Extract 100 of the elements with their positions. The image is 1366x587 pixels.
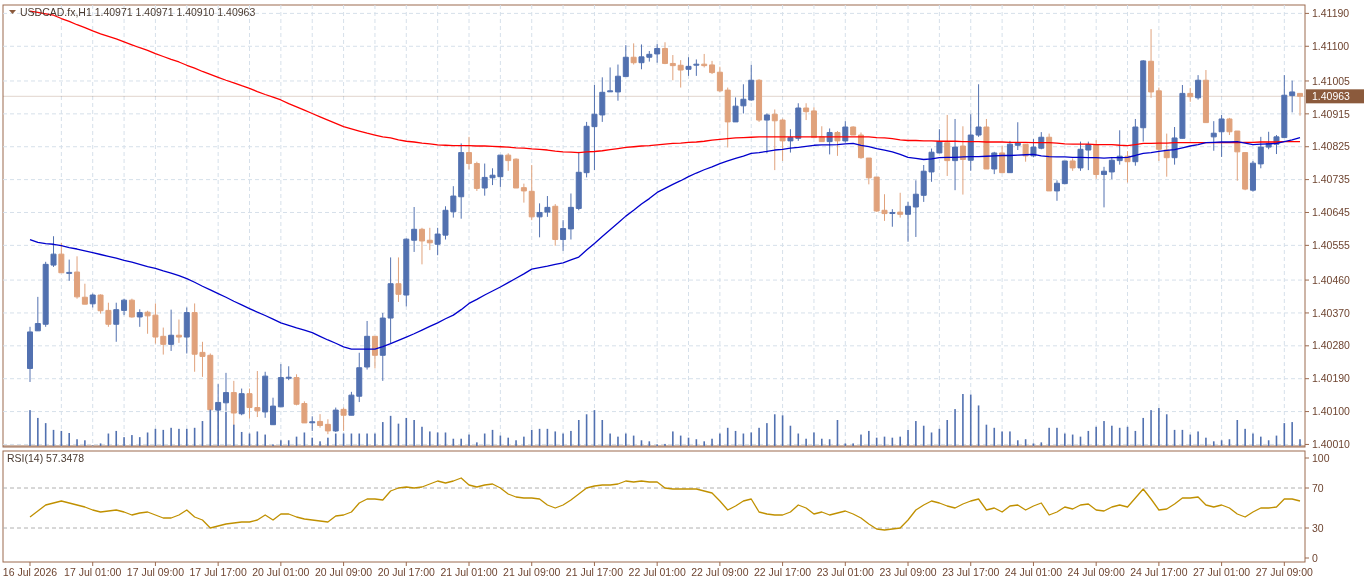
candlestick (1101, 166, 1108, 208)
candlestick (528, 164, 535, 221)
candlestick (513, 157, 520, 189)
candlestick (27, 326, 33, 383)
candlestick (614, 64, 621, 102)
y-tick-label: 1.40190 (1312, 372, 1351, 385)
candlestick (332, 407, 339, 433)
chart-title: RSI(14) 57.3478 (7, 452, 85, 464)
y-tick-label: 1.40370 (1312, 306, 1351, 319)
candlestick (128, 298, 135, 319)
candlestick (1210, 120, 1217, 152)
candlestick (309, 415, 316, 432)
x-tick-label: 21 Jul 01:00 (440, 566, 498, 578)
candlestick (285, 365, 292, 381)
candlestick (520, 183, 527, 204)
candlestick (1069, 157, 1076, 172)
candlestick (567, 192, 574, 241)
x-tick-label: 27 Jul 09:00 (1255, 566, 1314, 578)
candlestick (865, 157, 872, 185)
candlestick (238, 388, 245, 416)
candlestick (183, 306, 190, 354)
candlestick (709, 60, 716, 75)
candlestick (662, 41, 668, 65)
candlestick (1289, 80, 1296, 113)
candlestick (1006, 140, 1013, 174)
candlestick (732, 96, 739, 123)
x-tick-label: 22 Jul 09:00 (691, 566, 749, 578)
candlestick (1108, 156, 1115, 180)
x-tick-label: 23 Jul 17:00 (942, 566, 1000, 578)
candlestick (1148, 28, 1155, 99)
candlestick (983, 118, 990, 170)
candlestick (458, 142, 465, 220)
x-tick-label: 24 Jul 09:00 (1067, 566, 1125, 578)
y-tick-label: 0 (1312, 551, 1318, 564)
candlestick (113, 302, 120, 343)
candlestick (426, 227, 433, 251)
y-tick-label: 1.40010 (1312, 438, 1351, 451)
candlestick (810, 106, 817, 139)
candlestick (889, 208, 896, 228)
candlestick (1195, 74, 1202, 101)
candlestick (944, 114, 951, 177)
candlestick (763, 112, 770, 154)
candlestick (1163, 133, 1170, 178)
candlestick (693, 58, 700, 77)
candlestick (999, 145, 1006, 174)
candlestick (905, 201, 912, 243)
candlestick (959, 125, 966, 196)
y-tick-label: 30 (1312, 521, 1324, 534)
candlestick (324, 418, 331, 435)
candlestick (74, 255, 81, 300)
candlestick (395, 256, 402, 303)
candlestick (685, 56, 692, 77)
x-tick-label: 22 Jul 01:00 (628, 566, 686, 578)
y-tick-label: 1.40735 (1312, 173, 1351, 186)
candlestick (277, 363, 284, 408)
candlestick (1046, 133, 1053, 192)
candlestick (630, 42, 637, 66)
candlestick (991, 151, 998, 175)
candlestick (1116, 129, 1123, 166)
x-tick-label: 24 Jul 01:00 (1004, 566, 1063, 578)
candlestick (418, 227, 425, 265)
candlestick (121, 298, 128, 316)
candlestick (1155, 87, 1162, 162)
candlestick (364, 320, 371, 371)
ref-line-label: 1.40963 (1312, 90, 1351, 102)
candlestick (1242, 152, 1249, 191)
y-tick-label: 1.40100 (1312, 405, 1351, 418)
y-tick-label: 1.40915 (1312, 107, 1351, 120)
candlestick (411, 206, 418, 253)
candlestick (560, 219, 567, 252)
candlestick (850, 125, 857, 136)
candlestick (716, 66, 723, 93)
line-series (29, 477, 1301, 531)
candlestick (175, 319, 182, 344)
x-tick-label: 20 Jul 09:00 (314, 566, 373, 578)
chart-title: USDCAD.fx,H1 1.40971 1.40971 1.40910 1.40963 (20, 6, 256, 18)
candlestick (669, 54, 676, 81)
candlestick (168, 309, 175, 352)
candlestick (403, 237, 410, 307)
x-tick-label: 20 Jul 17:00 (377, 566, 436, 578)
x-tick-label: 20 Jul 01:00 (252, 566, 310, 578)
candlestick (897, 192, 904, 219)
candlestick (724, 87, 731, 148)
x-tick-label: 17 Jul 17:00 (189, 566, 247, 578)
x-tick-label: 21 Jul 17:00 (565, 566, 624, 578)
candlestick (1053, 179, 1060, 202)
candlestick (262, 371, 269, 419)
candlestick (1022, 143, 1029, 163)
candlestick (1202, 69, 1209, 124)
candlestick (505, 152, 512, 172)
candlestick (1249, 160, 1256, 193)
candlestick (270, 397, 277, 426)
candlestick (66, 259, 73, 282)
x-tick-label: 27 Jul 01:00 (1193, 566, 1251, 578)
candlestick (136, 308, 143, 328)
candlestick (552, 203, 559, 247)
x-tick-label: 21 Jul 09:00 (503, 566, 561, 578)
x-tick-label: 17 Jul 09:00 (126, 566, 185, 578)
y-tick-label: 1.40555 (1312, 239, 1351, 252)
candlestick (654, 43, 661, 64)
